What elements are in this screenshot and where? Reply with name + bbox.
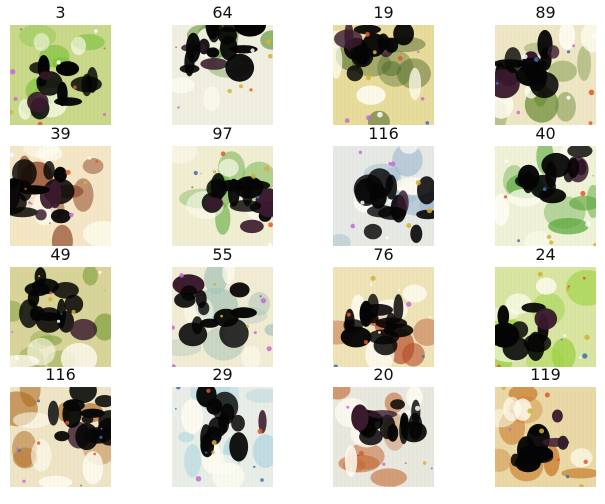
generated-image [172,267,273,367]
image-cell: 20 [333,365,434,487]
generated-image [10,25,111,125]
image-label: 64 [212,3,233,22]
image-label: 55 [212,245,233,264]
image-cell: 55 [172,245,273,367]
generated-image [333,146,434,246]
image-label: 29 [212,365,233,384]
image-label: 20 [373,365,394,384]
image-label: 49 [50,245,71,264]
image-cell: 116 [333,124,434,246]
image-label: 116 [45,365,76,384]
image-cell: 40 [495,124,596,246]
generated-image [172,387,273,487]
image-cell: 29 [172,365,273,487]
image-cell: 119 [495,365,596,487]
image-cell: 24 [495,245,596,367]
generated-image [495,267,596,367]
image-cell: 3 [10,3,111,125]
image-label: 40 [535,124,556,143]
image-label: 89 [535,3,556,22]
image-cell: 19 [333,3,434,125]
generated-image [333,387,434,487]
image-label: 39 [50,124,71,143]
image-label: 24 [535,245,556,264]
generated-image [10,387,111,487]
generated-image [10,267,111,367]
generated-image [495,387,596,487]
generated-image [333,25,434,125]
image-cell: 64 [172,3,273,125]
image-label: 97 [212,124,233,143]
image-cell: 116 [10,365,111,487]
generated-image [10,146,111,246]
generated-image [333,267,434,367]
image-cell: 89 [495,3,596,125]
generated-image [495,146,596,246]
image-label: 119 [530,365,561,384]
image-label: 116 [368,124,399,143]
image-cell: 49 [10,245,111,367]
image-label: 19 [373,3,394,22]
generated-image [495,25,596,125]
image-cell: 97 [172,124,273,246]
image-label: 76 [373,245,394,264]
image-cell: 76 [333,245,434,367]
image-cell: 39 [10,124,111,246]
generated-image [172,25,273,125]
image-label: 3 [55,3,66,22]
generated-image [172,146,273,246]
